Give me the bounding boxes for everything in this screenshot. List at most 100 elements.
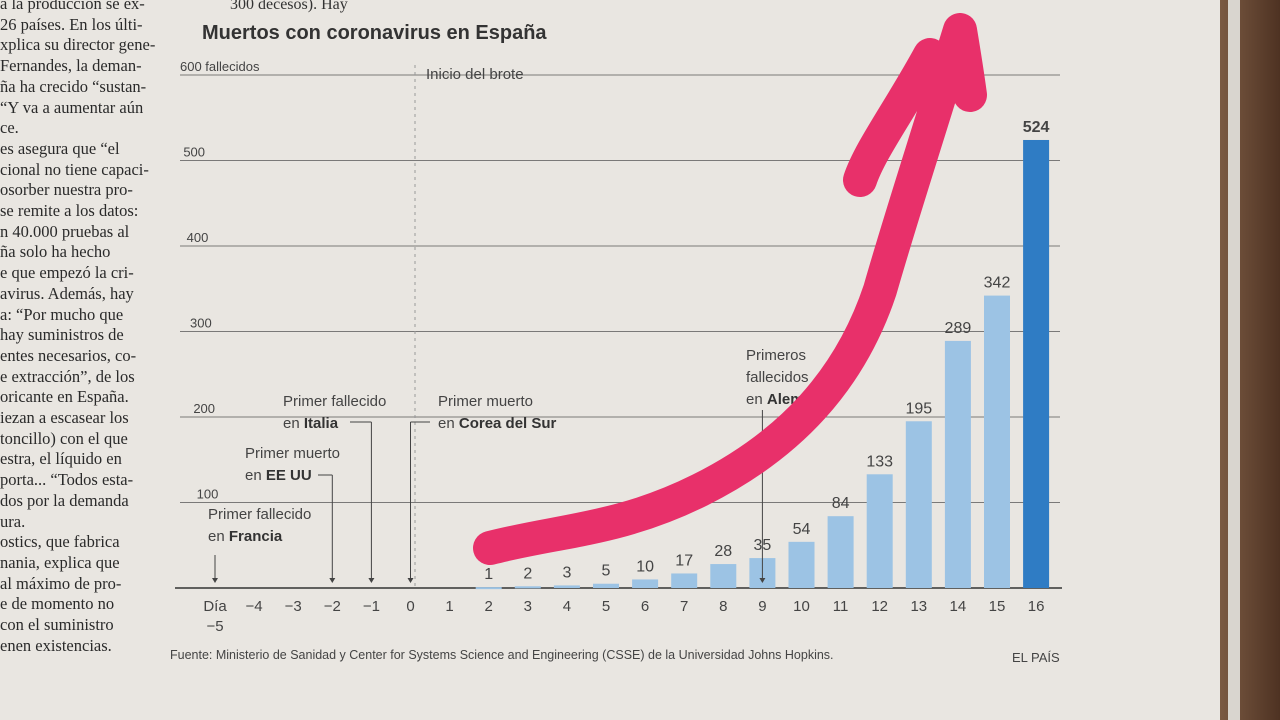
x-tick-label: −3 — [285, 598, 302, 615]
annotation-text: Primer muerto — [438, 393, 533, 410]
data-label: 54 — [793, 521, 811, 538]
bar — [1023, 139, 1050, 589]
bar — [827, 516, 854, 588]
article-line: es asegura que “el — [0, 138, 120, 158]
article-line: 26 países. En los últi- — [0, 14, 143, 34]
article-line: hay suministros de — [0, 325, 124, 345]
article-line: porta... “Todos esta- — [0, 470, 134, 490]
x-tick-label: 7 — [680, 598, 688, 615]
brand-logo: EL PAÍS — [1012, 650, 1060, 665]
x-tick-label: 12 — [871, 598, 888, 615]
data-label: 5 — [602, 563, 611, 580]
article-top-text: 300 decesos). Hay — [230, 0, 348, 13]
bar — [593, 583, 619, 588]
article-line: osorber nuestra pro- — [0, 180, 133, 200]
article-line: estra, el líquido en — [0, 449, 122, 469]
article-line: dos por la demanda — [0, 490, 129, 510]
paper-edge — [1228, 0, 1240, 720]
x-tick-label: 4 — [563, 598, 571, 615]
chart-source: Fuente: Ministerio de Sanidad y Center f… — [170, 648, 834, 662]
data-label: 524 — [1023, 119, 1050, 136]
article-line: a la producción se ex- — [0, 0, 145, 13]
data-label: 84 — [832, 495, 850, 512]
article-line: n 40.000 pruebas al — [0, 221, 130, 241]
chart-title: Muertos con coronavirus en España — [202, 22, 547, 44]
data-label: 2 — [523, 565, 532, 582]
article-line: se remite a los datos: — [0, 201, 139, 221]
annotation-text: Primer fallecido — [208, 506, 311, 523]
bar — [710, 564, 737, 588]
data-label: 28 — [714, 543, 732, 560]
pink-marker-arrow — [473, 13, 987, 565]
x-tick-label: 6 — [641, 598, 649, 615]
x-tick-label: Día — [203, 598, 227, 615]
data-label: 1 — [484, 566, 493, 583]
data-label: 289 — [945, 320, 972, 337]
y-tick-label: 300 — [190, 316, 212, 331]
bar — [475, 587, 502, 590]
x-tick-label: 0 — [406, 598, 414, 615]
bar — [788, 541, 815, 588]
article-line: con el suministro — [0, 615, 114, 635]
bar — [514, 586, 541, 589]
x-tick-label: 15 — [989, 598, 1006, 615]
article-line: ura. — [0, 511, 26, 531]
article-line: toncillo) con el que — [0, 428, 128, 448]
y-tick-label: 400 — [187, 230, 209, 245]
bar — [944, 340, 971, 588]
arrow-head — [329, 578, 336, 583]
article-line: e que empezó la cri- — [0, 263, 134, 283]
x-tick-label: −1 — [363, 598, 380, 615]
x-tick-label: 3 — [524, 598, 532, 615]
y-tick-label: 600 fallecidos — [180, 59, 260, 74]
article-line: al máximo de pro- — [0, 573, 122, 593]
data-label: 195 — [905, 400, 932, 417]
x-tick-label: 9 — [758, 598, 766, 615]
annotation-text: Primer muerto — [245, 445, 340, 462]
arrow-head — [368, 578, 375, 583]
article-line: oricante en España. — [0, 387, 129, 407]
annotation-text: en EE UU — [245, 467, 312, 484]
annotation-text: en Corea del Sur — [438, 415, 557, 432]
annotation-inicio-brote: Inicio del brote — [426, 66, 524, 83]
article-line: avirus. Además, hay — [0, 283, 134, 303]
bar — [553, 585, 580, 588]
article-line: ña solo ha hecho — [0, 242, 111, 262]
article-line: xplica su director gene- — [0, 35, 156, 55]
article-line: iezan a escasear los — [0, 408, 129, 428]
y-tick-label: 200 — [193, 401, 215, 416]
data-label: 133 — [866, 453, 893, 470]
bar — [905, 421, 932, 588]
x-tick-label: 16 — [1028, 598, 1045, 615]
article-line: enen existencias. — [0, 635, 112, 655]
bar — [671, 573, 698, 588]
article-line: ña ha crecido “sustan- — [0, 76, 147, 96]
x-tick-label: 13 — [910, 598, 927, 615]
annotation-text: Primeros — [746, 347, 806, 364]
x-tick-label: 5 — [602, 598, 610, 615]
x-tick-label: 14 — [950, 598, 967, 615]
x-tick-label: −2 — [324, 598, 341, 615]
data-label: 342 — [984, 275, 1011, 292]
data-label: 17 — [675, 552, 693, 569]
article-line: nania, explica que — [0, 552, 120, 572]
article-line: ostics, que fabrica — [0, 532, 120, 552]
x-tick-label: 2 — [485, 598, 493, 615]
bar — [984, 295, 1010, 588]
x-tick-label: −5 — [206, 618, 223, 635]
y-tick-label: 500 — [183, 145, 205, 160]
arrow-head — [212, 578, 218, 583]
article-column: a la producción se ex- 26 países. En los … — [0, 0, 168, 657]
article-line: a: “Por mucho que — [0, 304, 124, 324]
arrow-head — [407, 578, 414, 583]
x-tick-label: 1 — [445, 598, 453, 615]
annotation-text: en Francia — [208, 528, 283, 545]
y-tick-label: 100 — [197, 487, 219, 502]
article-line: e de momento no — [0, 594, 115, 614]
x-tick-label: 10 — [793, 598, 810, 615]
annotation-text: en Italia — [283, 415, 339, 432]
x-tick-label: 11 — [833, 598, 849, 615]
bar — [866, 474, 893, 588]
article-line: cional no tiene capaci- — [0, 159, 149, 179]
